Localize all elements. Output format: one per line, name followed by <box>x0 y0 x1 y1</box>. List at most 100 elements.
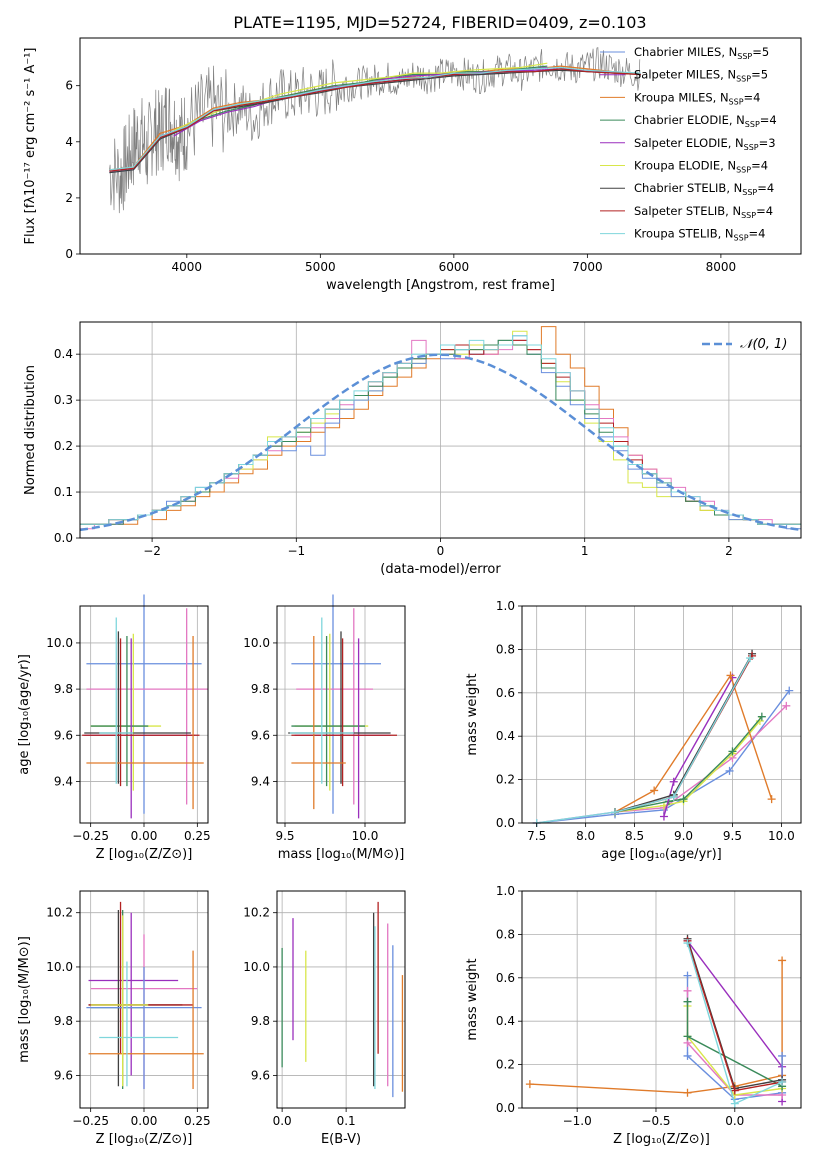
legend-entry: Kroupa ELODIE, NSSP=4 <box>634 159 768 175</box>
x-tick-label: −1.0 <box>563 1114 592 1128</box>
plus-marker <box>746 654 755 663</box>
plus-marker <box>683 1088 692 1097</box>
plus-marker <box>525 1080 534 1089</box>
x-tick-label: −0.25 <box>72 1114 109 1128</box>
plus-marker <box>730 1099 739 1108</box>
y-tick-label: 0.4 <box>496 729 515 743</box>
y-tick-label: 0.8 <box>496 927 515 941</box>
legend-entry: Salpeter STELIB, NSSP=4 <box>634 204 773 220</box>
x-tick-label: 7000 <box>572 260 603 274</box>
legend-entry: 𝒩(0, 1) <box>740 337 787 352</box>
y-tick-label: 9.6 <box>251 1068 270 1082</box>
x-tick-label: 7.5 <box>527 829 546 843</box>
plus-marker <box>683 971 692 980</box>
plus-marker <box>683 1032 692 1041</box>
x-tick-label: 2 <box>725 544 733 558</box>
x-tick-label: 0.25 <box>184 1114 211 1128</box>
y-tick-label: 0.8 <box>496 642 515 656</box>
x-tick-label: 0.25 <box>184 829 211 843</box>
axes-frame <box>79 37 802 255</box>
figure-title: PLATE=1195, MJD=52724, FIBERID=0409, z=0… <box>233 13 646 32</box>
weight-line <box>614 673 773 813</box>
plus-marker <box>778 1077 787 1086</box>
y-axis-label: mass [log₁₀(M/M⊙)] <box>17 936 32 1063</box>
y-axis-label: mass weight <box>465 673 480 755</box>
plus-marker <box>726 671 735 680</box>
y-tick-label: 9.8 <box>54 1014 73 1028</box>
x-tick-label: −2 <box>143 544 161 558</box>
y-tick-label: 2 <box>65 191 73 205</box>
y-tick-label: 9.4 <box>54 774 73 788</box>
plus-marker <box>669 792 678 801</box>
x-tick-label: 6000 <box>439 260 470 274</box>
y-tick-label: 10.0 <box>46 636 73 650</box>
y-tick-label: 4 <box>65 135 73 149</box>
y-tick-label: 0.0 <box>496 816 515 830</box>
y-tick-label: 10.0 <box>46 960 73 974</box>
x-tick-label: 9.5 <box>723 829 742 843</box>
y-axis-label: mass weight <box>465 958 480 1040</box>
y-tick-label: 9.6 <box>251 728 270 742</box>
panels: 4000 5000 6000 7000 8000 0 2 4 6 wavelength [Angs… <box>17 37 802 1147</box>
y-tick-label: 0.2 <box>496 773 515 787</box>
x-tick-label: −0.5 <box>641 1114 670 1128</box>
y-tick-label: 0 <box>65 247 73 261</box>
plus-marker <box>611 808 619 817</box>
y-tick-label: 6 <box>65 79 73 93</box>
axes-frame <box>521 605 802 824</box>
y-tick-label: 0.4 <box>54 347 73 361</box>
x-tick-label: 9.5 <box>275 829 294 843</box>
weight-line <box>614 720 761 813</box>
plus-marker <box>683 939 692 948</box>
model-spectrum-line <box>109 68 641 172</box>
y-tick-label: 1.0 <box>496 599 515 613</box>
plus-marker <box>785 686 794 695</box>
y-tick-label: 0.2 <box>54 439 73 453</box>
panel-spectrum: 4000 5000 6000 7000 8000 0 2 4 6 wavelength [Angs… <box>23 37 802 293</box>
y-tick-label: 9.8 <box>251 682 270 696</box>
y-tick-label: 0.1 <box>54 485 73 499</box>
x-tick-label: 0.0 <box>273 1114 292 1128</box>
plus-marker <box>683 997 692 1006</box>
y-tick-label: 9.4 <box>251 774 270 788</box>
plus-marker <box>659 812 668 821</box>
y-tick-label: 10.0 <box>243 960 270 974</box>
y-tick-label: 9.6 <box>54 1068 73 1082</box>
y-tick-label: 0.2 <box>496 1058 515 1072</box>
x-tick-label: 1 <box>581 544 589 558</box>
x-tick-label: 8.0 <box>576 829 595 843</box>
weight-line <box>614 716 763 813</box>
x-tick-label: 5000 <box>305 260 336 274</box>
y-tick-label: 9.8 <box>54 682 73 696</box>
model-spectrum-line <box>109 69 641 174</box>
weight-line <box>536 657 751 824</box>
plus-marker <box>767 795 776 804</box>
legend-entry: Salpeter ELODIE, NSSP=3 <box>634 136 776 152</box>
plus-marker <box>778 956 787 965</box>
legend-entry: Chabrier MILES, NSSP=5 <box>634 45 769 61</box>
plus-marker <box>669 777 678 786</box>
panel-residuals: −2 −1 0 1 2 0.0 0.1 0.2 0.3 0.4 (data-model)/error… <box>23 321 802 577</box>
legend-entry: Chabrier ELODIE, NSSP=4 <box>634 113 777 129</box>
x-tick-label: 0.0 <box>725 1114 744 1128</box>
panel-age_vs_mass: 9.5 10.0 9.4 9.6 9.8 10.0 mass [log₁₀(M/M⊙)] <box>243 594 406 862</box>
data-spectrum-line <box>109 47 641 214</box>
x-tick-label: 8000 <box>706 260 737 274</box>
plus-marker <box>778 1051 787 1060</box>
legend-entry: Chabrier STELIB, NSSP=4 <box>634 181 774 197</box>
y-tick-label: 1.0 <box>496 884 515 898</box>
y-tick-label: 0.0 <box>496 1101 515 1115</box>
plus-marker <box>757 712 766 721</box>
legend-entry: Kroupa STELIB, NSSP=4 <box>634 227 765 243</box>
plus-marker <box>725 766 734 775</box>
x-axis-label: E(B-V) <box>321 1132 361 1147</box>
x-axis-label: Z [log₁₀(Z/Z⊙)] <box>613 1132 710 1147</box>
x-tick-label: 10.0 <box>352 829 379 843</box>
y-tick-label: 0.0 <box>54 531 73 545</box>
legend-entry: Salpeter MILES, NSSP=5 <box>634 68 768 84</box>
x-tick-label: 8.5 <box>625 829 644 843</box>
plus-marker <box>683 1051 692 1060</box>
x-axis-label: age [log₁₀(age/yr)] <box>601 847 722 862</box>
y-axis-label: Normed distribution <box>23 365 38 495</box>
